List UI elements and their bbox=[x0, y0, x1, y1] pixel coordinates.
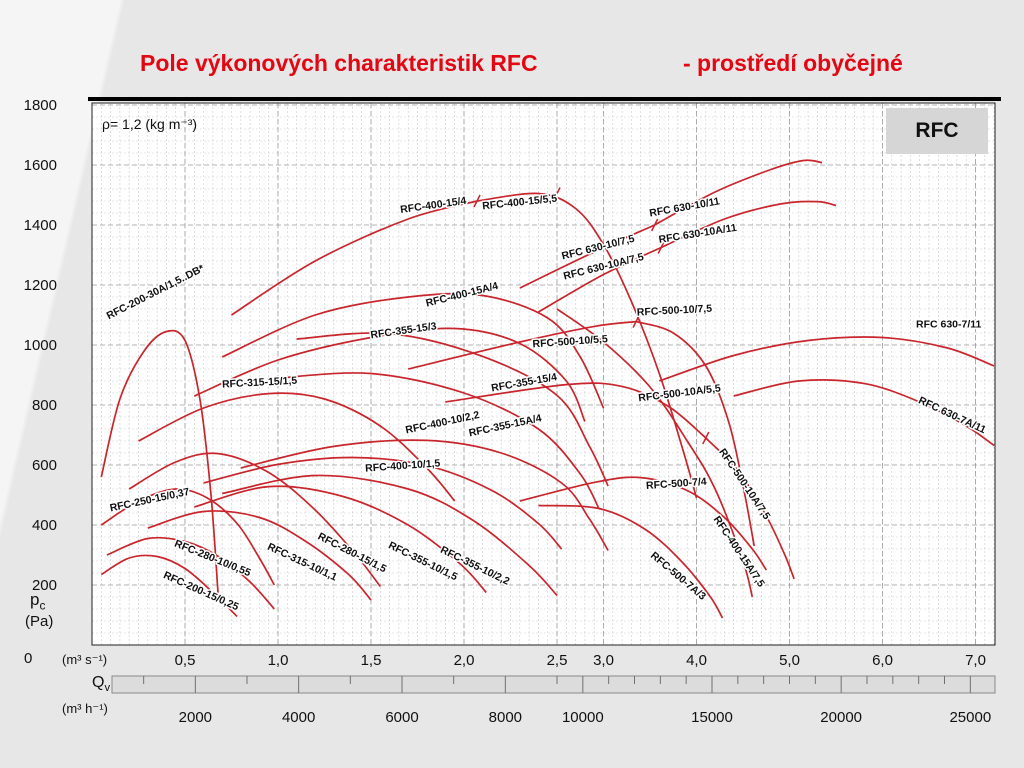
svg-text:400: 400 bbox=[32, 517, 57, 534]
air-density-note: ρ= 1,2 (kg m⁻³) bbox=[102, 116, 198, 132]
title-environment: - prostředí obyčejné bbox=[683, 50, 903, 76]
svg-text:25000: 25000 bbox=[949, 709, 991, 726]
x-axis-secondary-band bbox=[111, 675, 996, 694]
curve-rfc-280-10-0-55 bbox=[106, 536, 275, 610]
y-axis-zero-label: 0 bbox=[24, 650, 33, 667]
y-axis-unit: (Pa) bbox=[25, 613, 54, 630]
svg-text:1,0: 1,0 bbox=[268, 652, 289, 669]
svg-text:1200: 1200 bbox=[24, 277, 57, 294]
curve-rfc-500-10-7-5 bbox=[635, 320, 756, 547]
segment-mark bbox=[650, 218, 659, 232]
fan-curves bbox=[100, 159, 995, 619]
x-axis-secondary-ticks: 2000 4000 6000 8000 10000 15000 20000 25000 bbox=[179, 709, 992, 726]
curve-rfc-630-10a-11 bbox=[660, 200, 837, 249]
svg-text:4000: 4000 bbox=[282, 709, 315, 726]
x-axis-secondary-symbol: Qv bbox=[92, 674, 110, 694]
curve-rfc-400-15a-7-5 bbox=[556, 308, 754, 598]
svg-text:6,0: 6,0 bbox=[872, 652, 893, 669]
curve-rfc-400-10-2-2 bbox=[240, 439, 609, 551]
curve-rfc-500-10-5-5 bbox=[408, 320, 637, 370]
curve-rfc-500-10a-7-5 bbox=[705, 437, 795, 580]
curve-rfc-250-15-0-37 bbox=[100, 488, 276, 586]
y-axis-symbol: pc bbox=[30, 590, 45, 612]
curve-rfc-630-7-11 bbox=[659, 336, 995, 382]
svg-text:2,5: 2,5 bbox=[547, 652, 568, 669]
curve-rfc-400-15-4 bbox=[231, 200, 478, 316]
curve-rfc-355-15-4 bbox=[296, 332, 609, 487]
x-axis-primary-ticks: 0,5 1,0 1,5 2,0 2,5 3,0 4,0 5,0 6,0 7,0 bbox=[175, 652, 986, 669]
svg-text:1000: 1000 bbox=[24, 337, 57, 354]
curve-rfc-200-15-0-25 bbox=[100, 554, 238, 618]
svg-text:5,0: 5,0 bbox=[779, 652, 800, 669]
curve-rfc-500-7-4 bbox=[519, 476, 768, 571]
curve-rfc-630-10-7-5 bbox=[519, 224, 655, 289]
svg-text:1400: 1400 bbox=[24, 217, 57, 234]
y-axis-symbol-sub: c bbox=[39, 598, 46, 613]
qv-symbol-main: Q bbox=[92, 674, 105, 691]
segment-mark bbox=[702, 431, 710, 445]
curve-rfc-630-10a-7-5 bbox=[537, 246, 662, 313]
curve-label-rfc-630-7-11: RFC 630-7/11 bbox=[916, 319, 982, 331]
svg-text:10000: 10000 bbox=[562, 709, 604, 726]
y-axis-symbol-main: p bbox=[30, 590, 40, 609]
segment-mark bbox=[473, 194, 481, 208]
plot-border bbox=[91, 102, 996, 646]
segment-mark bbox=[553, 187, 561, 200]
rfc-series-badge: RFC bbox=[886, 108, 988, 154]
curve-rfc-630-7a-11 bbox=[733, 379, 995, 447]
svg-text:1600: 1600 bbox=[24, 157, 57, 174]
svg-text:200: 200 bbox=[32, 577, 57, 594]
segment-mark bbox=[657, 241, 665, 254]
curve-rfc-400-10-1-5 bbox=[203, 456, 563, 550]
curve-rfc-200-30a-1-5-db bbox=[100, 329, 220, 601]
svg-text:600: 600 bbox=[32, 457, 57, 474]
curve-label-rfc-500-7-4: RFC-500-7/4 bbox=[646, 476, 708, 492]
curve-rfc-355-10-2-2 bbox=[222, 474, 558, 597]
curve-rfc-400-15-5-5 bbox=[476, 192, 698, 499]
curve-label-rfc-500-10-7-5: RFC-500-10/7,5 bbox=[637, 303, 713, 319]
title-main: Pole výkonových charakteristik RFC bbox=[140, 50, 538, 76]
svg-text:3,0: 3,0 bbox=[593, 652, 614, 669]
curve-rfc-400-15a-4 bbox=[221, 292, 605, 409]
curve-rfc-500-10a-5-5 bbox=[445, 382, 707, 439]
svg-text:2,0: 2,0 bbox=[454, 652, 475, 669]
curve-rfc-355-10-1-5 bbox=[194, 485, 487, 594]
curve-label-rfc-315-15-1-5: RFC-315-15/1,5 bbox=[222, 375, 298, 391]
curve-rfc-280-15-1-5 bbox=[128, 452, 381, 588]
svg-text:2000: 2000 bbox=[179, 709, 212, 726]
curve-rfc-355-15a-4 bbox=[277, 372, 600, 509]
page-title: Pole výkonových charakteristik RFC - pro… bbox=[0, 50, 1024, 80]
svg-text:7,0: 7,0 bbox=[965, 652, 986, 669]
svg-text:800: 800 bbox=[32, 397, 57, 414]
svg-text:0,5: 0,5 bbox=[175, 652, 196, 669]
y-axis-ticks: 200 400 600 800 1000 1200 1400 1600 1800 bbox=[24, 97, 57, 594]
svg-text:6000: 6000 bbox=[385, 709, 418, 726]
svg-text:20000: 20000 bbox=[820, 709, 862, 726]
x-axis-primary-unit: (m³ s⁻¹) bbox=[62, 652, 108, 667]
x-axis-secondary-unit: (m³ h⁻¹) bbox=[62, 701, 108, 716]
curve-rfc-500-7a-3 bbox=[538, 504, 724, 619]
svg-text:1,5: 1,5 bbox=[361, 652, 382, 669]
svg-text:4,0: 4,0 bbox=[686, 652, 707, 669]
grid bbox=[92, 103, 995, 645]
curve-rfc-315-15-1-5 bbox=[138, 392, 456, 502]
curve-rfc-355-15-3 bbox=[193, 327, 586, 422]
segment-mark bbox=[632, 315, 640, 328]
svg-text:8000: 8000 bbox=[489, 709, 522, 726]
curve-rfc-315-10-1-1 bbox=[147, 510, 372, 601]
top-rule bbox=[88, 97, 1001, 101]
svg-text:1800: 1800 bbox=[24, 97, 57, 114]
curve-rfc-630-10-11 bbox=[654, 159, 823, 226]
qv-symbol-sub: v bbox=[104, 682, 111, 695]
svg-text:15000: 15000 bbox=[691, 709, 733, 726]
